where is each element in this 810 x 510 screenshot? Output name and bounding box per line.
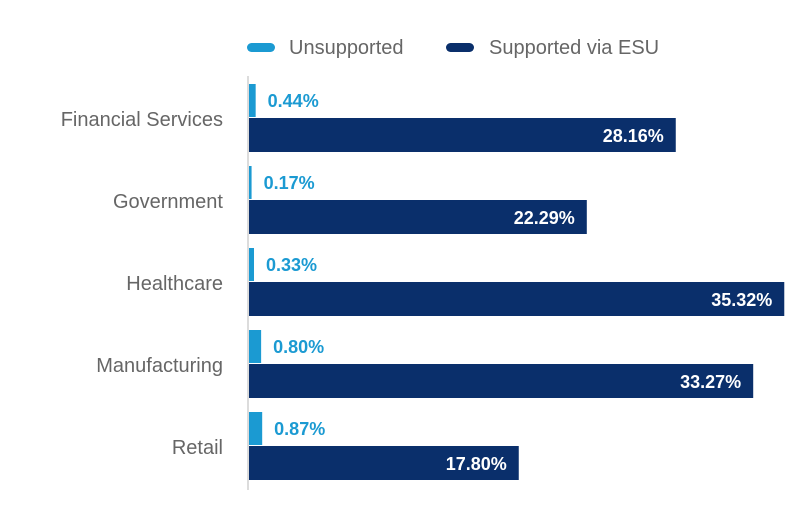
data-label-unsupported: 0.17%	[264, 173, 315, 193]
data-label-supported: 35.32%	[711, 290, 772, 310]
data-label-unsupported: 0.44%	[268, 91, 319, 111]
legend-swatch-1	[446, 43, 474, 52]
legend-label-0: Unsupported	[289, 37, 404, 59]
category-label: Manufacturing	[96, 355, 223, 377]
data-label-supported: 33.27%	[680, 372, 741, 392]
bar-supported	[249, 446, 519, 480]
bar-supported	[249, 282, 785, 316]
data-label-unsupported: 0.33%	[266, 255, 317, 275]
bar-unsupported	[249, 330, 262, 363]
legend-swatch-0	[247, 43, 275, 52]
category-label: Government	[113, 191, 223, 213]
bar-supported	[249, 200, 587, 234]
chart-legend: Unsupported Supported via ESU	[247, 37, 659, 59]
data-label-supported: 22.29%	[514, 208, 575, 228]
chart-bars: Financial Services 0.44% 28.16% Government 0…	[61, 84, 785, 480]
category-label: Retail	[172, 437, 223, 459]
bar-unsupported	[249, 166, 252, 199]
bar-unsupported	[249, 248, 255, 281]
data-label-supported: 28.16%	[603, 126, 664, 146]
category-label: Healthcare	[126, 273, 223, 295]
data-label-supported: 17.80%	[446, 454, 507, 474]
category-label: Financial Services	[61, 109, 223, 131]
bar-unsupported	[249, 84, 256, 117]
data-label-unsupported: 0.80%	[273, 337, 324, 357]
legend-label-1: Supported via ESU	[489, 37, 659, 59]
bar-supported	[249, 118, 676, 152]
bar-unsupported	[249, 412, 263, 445]
bar-supported	[249, 364, 754, 398]
data-label-unsupported: 0.87%	[274, 419, 325, 439]
